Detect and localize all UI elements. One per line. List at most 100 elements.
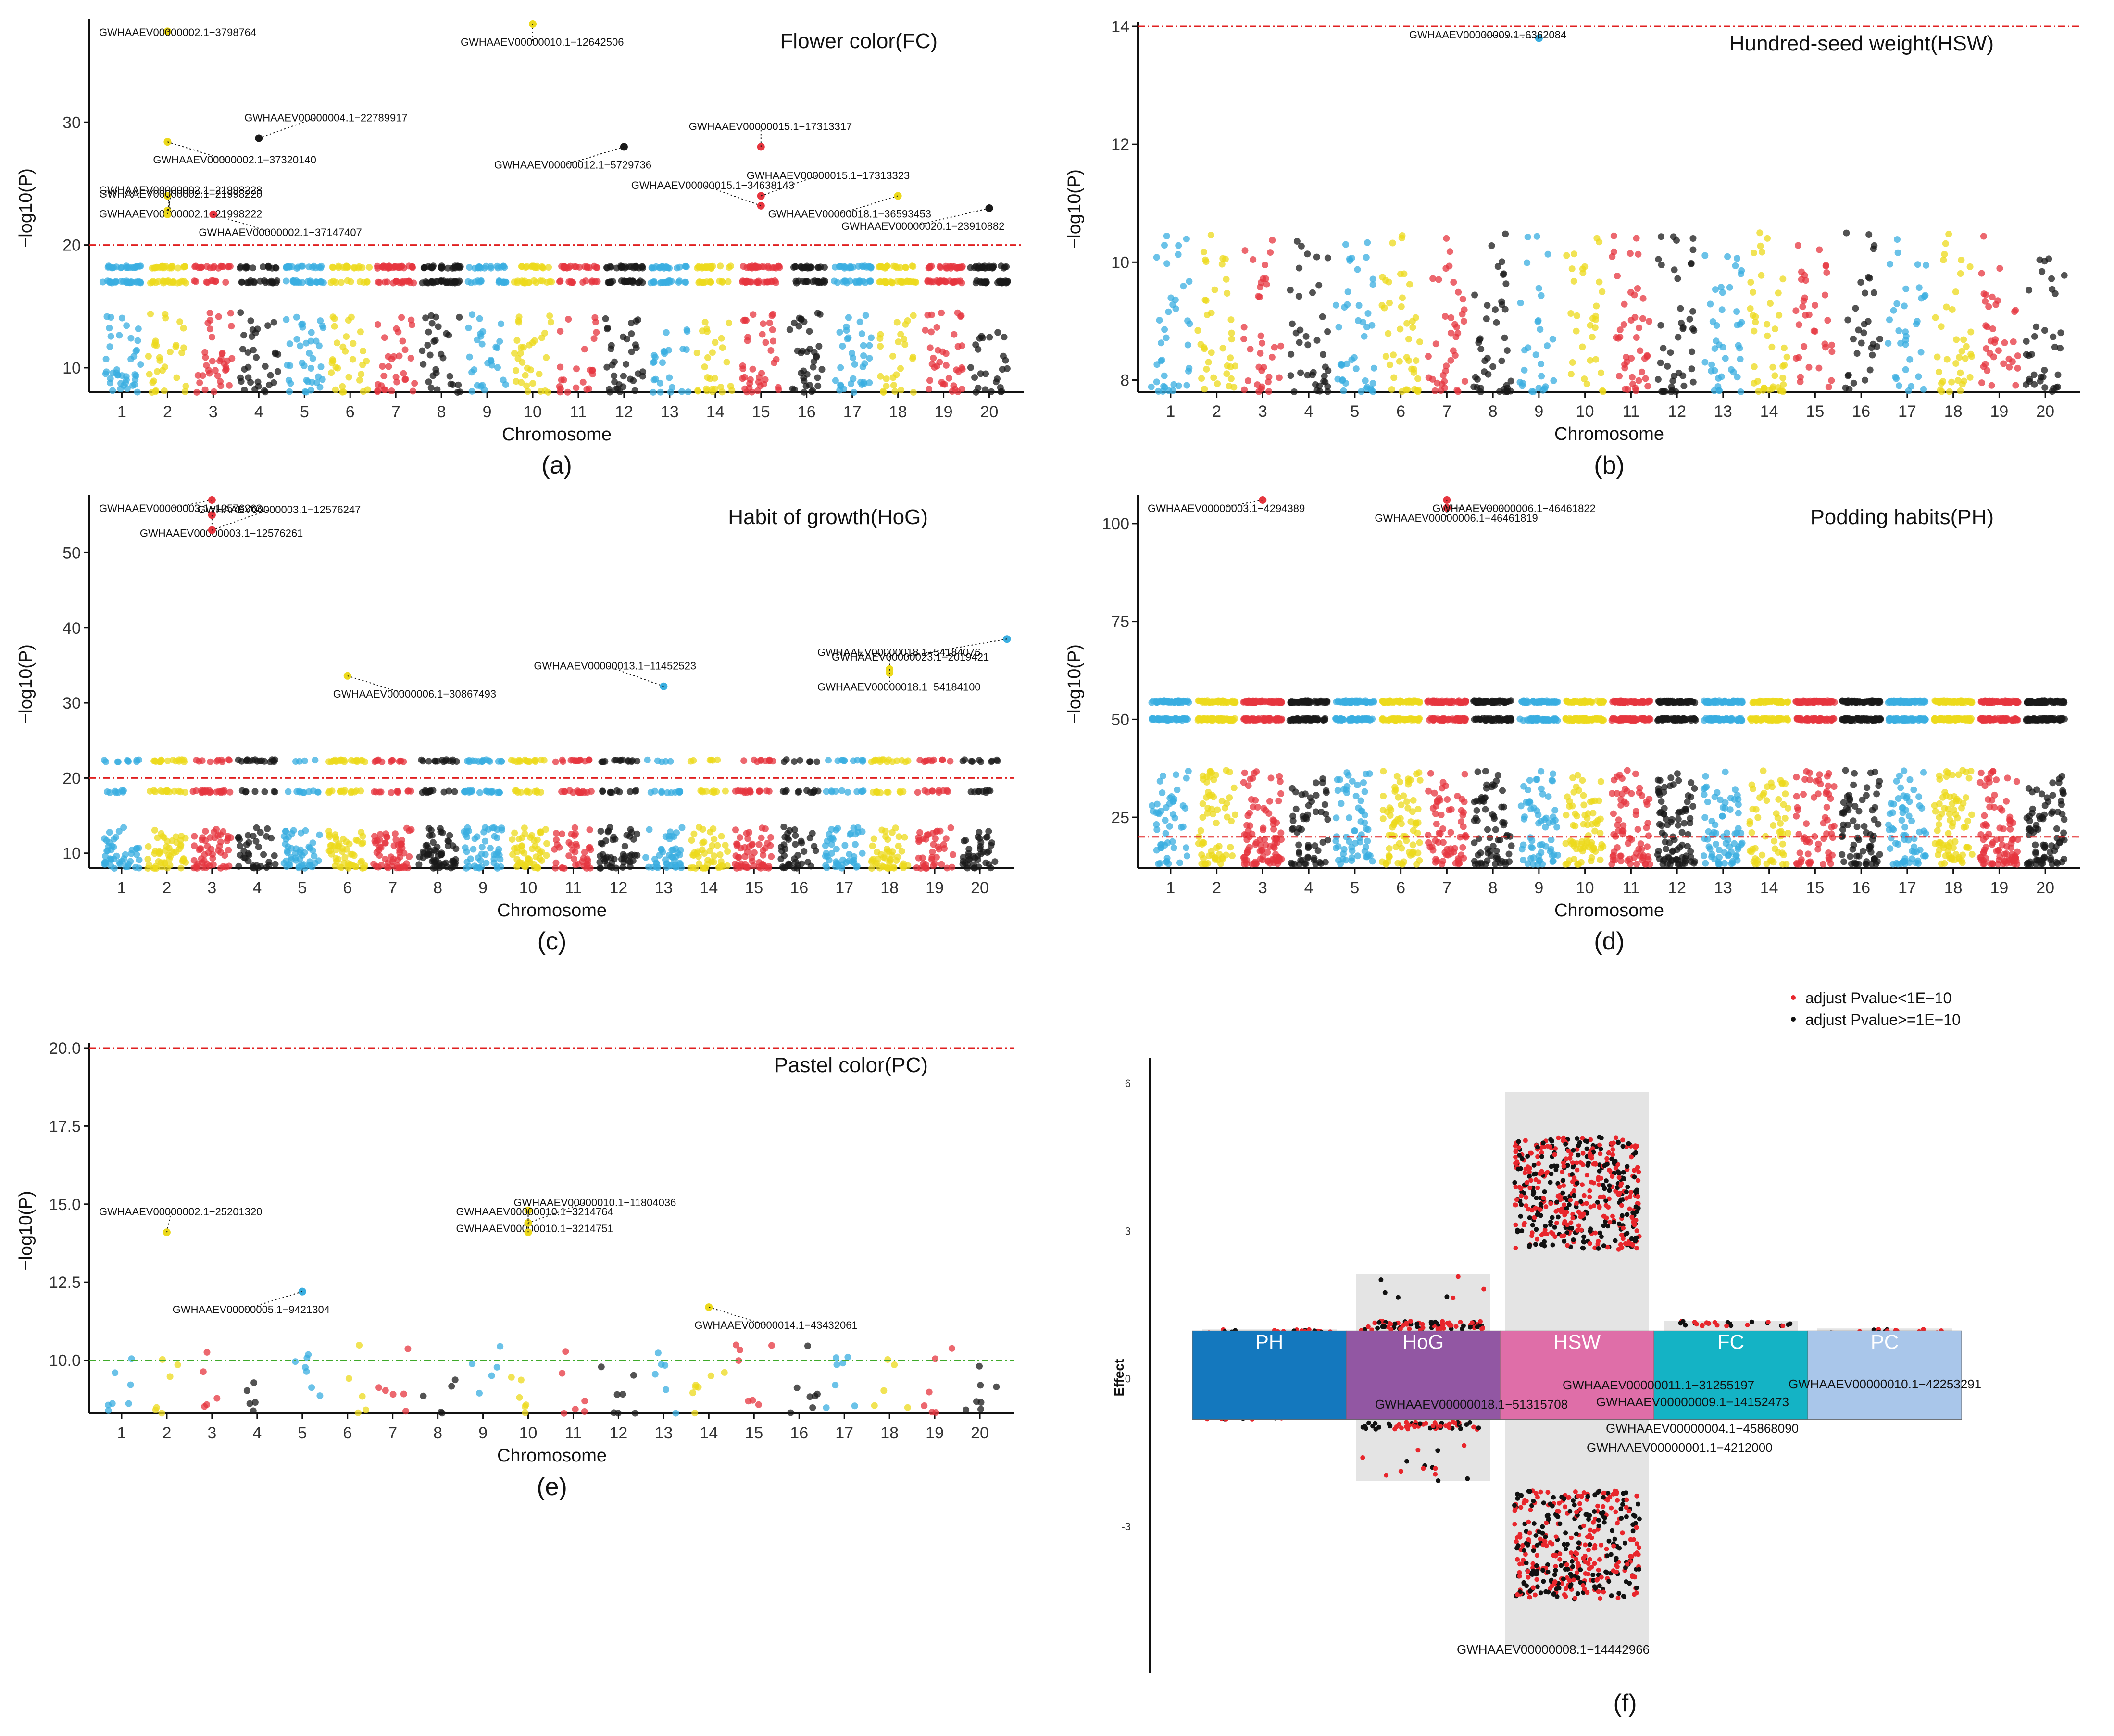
data-point (1750, 288, 1756, 296)
data-point (1489, 363, 1497, 370)
data-point (1715, 375, 1722, 382)
data-point (103, 848, 111, 855)
data-point (1667, 349, 1674, 356)
data-point (511, 829, 518, 837)
data-point (1966, 263, 1974, 270)
data-point (1304, 341, 1312, 349)
data-point (839, 343, 846, 350)
x-tick-label: 5 (1350, 879, 1359, 897)
y-tick-label: 14 (1111, 18, 1129, 36)
data-point (543, 840, 550, 847)
data-point (407, 355, 414, 362)
data-point (466, 264, 473, 271)
data-point (466, 353, 473, 361)
data-point (199, 372, 206, 379)
data-point (1627, 317, 1635, 324)
data-point (1481, 357, 1489, 364)
data-point (868, 334, 875, 341)
data-point (120, 824, 127, 831)
data-point (210, 264, 217, 271)
data-point (341, 758, 348, 765)
data-point (876, 278, 883, 286)
data-point (517, 350, 524, 357)
data-point (483, 262, 490, 270)
data-point (1941, 251, 1948, 258)
data-point (581, 346, 588, 353)
x-tick-label: 10 (1576, 879, 1594, 897)
y-tick-label: 30 (63, 694, 81, 712)
data-point (543, 354, 550, 361)
data-point (982, 370, 989, 377)
data-point (695, 279, 702, 286)
data-point (1722, 355, 1729, 362)
data-point (199, 836, 206, 843)
data-point (994, 329, 1001, 336)
data-point (2012, 382, 2019, 389)
data-point (293, 265, 300, 272)
data-point (718, 833, 725, 840)
data-point (340, 388, 347, 396)
data-point (218, 355, 225, 362)
data-point (762, 864, 769, 871)
data-point (1150, 808, 1156, 815)
data-point (813, 758, 821, 765)
data-point (1707, 300, 1714, 308)
data-point (628, 330, 635, 337)
data-point (1441, 378, 1448, 385)
data-point (357, 328, 364, 336)
data-point (1779, 375, 1787, 382)
data-point (168, 848, 175, 855)
data-point (798, 839, 805, 847)
data-point (1288, 350, 1295, 358)
data-point (123, 373, 130, 380)
y-tick-label: 10 (1111, 253, 1129, 272)
data-point (1724, 253, 1731, 260)
data-point (388, 387, 395, 394)
x-tick-label: 6 (346, 403, 355, 421)
data-point (2054, 371, 2062, 378)
data-point (583, 386, 590, 393)
data-point (1204, 810, 1211, 817)
data-point (145, 861, 152, 868)
data-point (1689, 348, 1696, 355)
data-point (207, 758, 214, 765)
data-point (1573, 312, 1580, 319)
data-point (607, 788, 614, 796)
data-point (455, 381, 462, 388)
data-point (358, 371, 365, 378)
data-point (1689, 308, 1696, 315)
data-point (1354, 266, 1361, 273)
data-point (620, 859, 627, 866)
data-point (1438, 812, 1445, 818)
data-point (1179, 802, 1187, 809)
data-point (843, 859, 850, 866)
data-point (430, 856, 437, 863)
x-tick-label: 16 (1852, 402, 1870, 421)
data-point (1304, 250, 1311, 258)
data-point (1758, 249, 1765, 256)
data-point (1342, 241, 1349, 248)
data-point (1186, 320, 1193, 327)
data-point (1310, 369, 1317, 376)
data-point (1943, 356, 1951, 363)
data-point (1390, 374, 1398, 381)
x-tick-label: 17 (1898, 879, 1916, 897)
data-point (1163, 233, 1170, 239)
data-point (306, 350, 313, 357)
data-point (328, 369, 335, 376)
data-point (430, 839, 437, 846)
data-point (1155, 810, 1163, 817)
y-axis-label: −log10(P) (16, 644, 36, 724)
data-point (1258, 383, 1265, 390)
data-point (1277, 790, 1285, 797)
data-point (1629, 380, 1637, 387)
data-point (286, 340, 293, 348)
data-point (442, 859, 450, 866)
data-point (343, 333, 350, 340)
data-point (1227, 316, 1235, 324)
data-point (235, 862, 242, 870)
data-point (1246, 810, 1253, 817)
data-point (1946, 388, 1953, 395)
data-point (703, 385, 710, 392)
data-point (1003, 365, 1011, 372)
